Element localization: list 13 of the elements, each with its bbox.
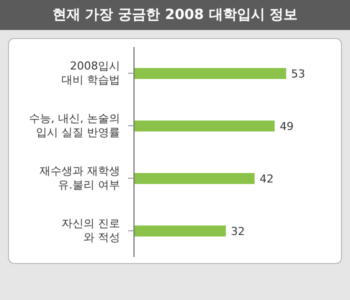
data-label: 32 (230, 224, 245, 238)
bar (134, 226, 226, 236)
y-tick-label: 2008입시 대비 학습법 (62, 59, 120, 86)
bar (134, 173, 255, 184)
y-tick-label: 재수생과 재학생 유.불리 여부 (40, 164, 120, 192)
y-tick-label: 수능, 내신, 논술의 입시 실질 반영률 (29, 112, 120, 139)
chart-title: 현재 가장 궁금한 2008 대학입시 정보 (0, 0, 350, 30)
y-tick-label: 자신의 진로 와 적성 (62, 216, 120, 244)
bar (134, 120, 275, 132)
data-label: 53 (291, 67, 306, 80)
bar (134, 68, 286, 79)
data-label: 49 (280, 120, 294, 133)
data-label: 42 (260, 172, 274, 186)
